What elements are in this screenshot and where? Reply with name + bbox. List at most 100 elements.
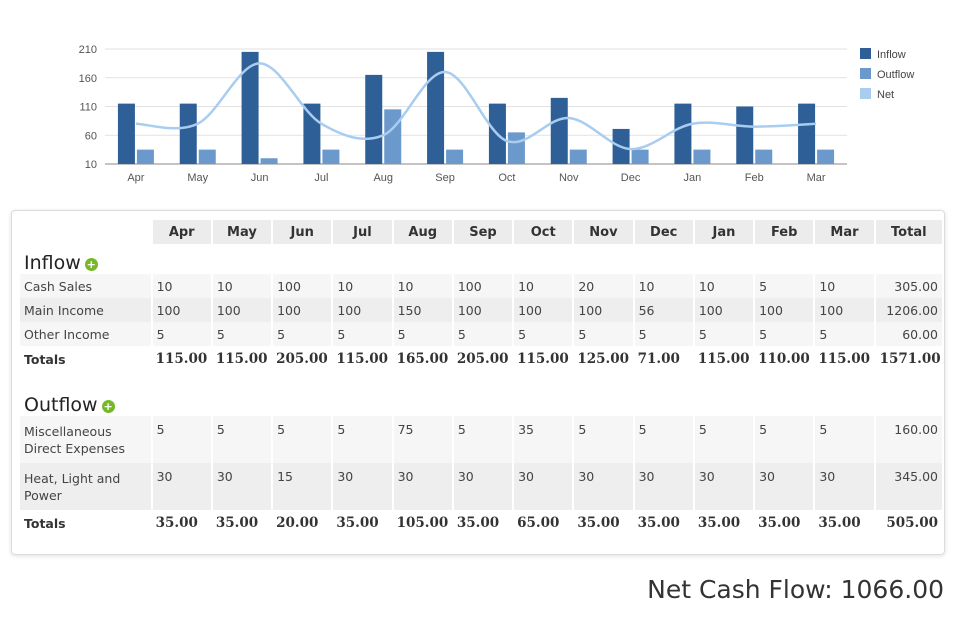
month-header: Aug	[393, 220, 452, 244]
cell-value[interactable]: 100	[755, 298, 814, 322]
x-tick-label: May	[187, 172, 208, 184]
cell-value[interactable]: 5	[273, 416, 332, 463]
month-header: Feb	[755, 220, 814, 244]
cell-value[interactable]: 75	[393, 416, 452, 463]
month-total: 115.00	[336, 351, 388, 367]
row-total: 160.00	[875, 416, 942, 463]
legend-swatch	[860, 68, 871, 79]
cell-value[interactable]: 5	[453, 416, 513, 463]
cell-value[interactable]: 10	[212, 274, 272, 298]
cell-value[interactable]: 10	[393, 274, 452, 298]
cell-value[interactable]: 30	[574, 463, 633, 510]
cell-value[interactable]: 15	[273, 463, 332, 510]
month-total: 35.00	[818, 515, 861, 531]
x-tick-label: Dec	[621, 172, 641, 184]
cell-value[interactable]: 35	[514, 416, 573, 463]
cell-value[interactable]: 20	[574, 274, 633, 298]
bar-outflow	[260, 158, 278, 164]
cell-value[interactable]: 10	[152, 274, 211, 298]
month-total: 205.00	[276, 351, 328, 367]
cell-value[interactable]: 5	[453, 322, 513, 346]
cell-value[interactable]: 100	[694, 298, 754, 322]
cell-value[interactable]: 5	[634, 322, 693, 346]
x-tick-label: Aug	[373, 172, 393, 184]
bar-inflow	[241, 51, 259, 164]
bar-inflow	[798, 103, 816, 164]
cell-value[interactable]: 100	[514, 298, 573, 322]
cell-value[interactable]: 5	[393, 322, 452, 346]
cell-value[interactable]: 5	[815, 322, 874, 346]
x-tick-label: Jun	[251, 172, 269, 184]
month-total: 105.00	[396, 515, 449, 531]
cell-value[interactable]: 100	[212, 298, 272, 322]
month-total: 115.00	[517, 351, 569, 367]
cell-value[interactable]: 30	[694, 463, 754, 510]
cell-value[interactable]: 10	[815, 274, 874, 298]
cell-value[interactable]: 5	[514, 322, 573, 346]
month-header: Sep	[453, 220, 513, 244]
y-tick-label: 160	[79, 73, 97, 85]
cell-value[interactable]: 5	[152, 322, 211, 346]
cell-value[interactable]: 5	[755, 274, 814, 298]
plus-circle-icon[interactable]: +	[84, 258, 98, 271]
cell-value[interactable]: 10	[694, 274, 754, 298]
cell-value[interactable]: 10	[634, 274, 693, 298]
cell-value[interactable]: 100	[273, 274, 332, 298]
cell-value[interactable]: 10	[333, 274, 392, 298]
cell-value[interactable]: 5	[574, 416, 633, 463]
bar-inflow	[674, 103, 692, 164]
cell-value[interactable]: 10	[514, 274, 573, 298]
table-row: Main Income 100 100 100 100 150 100 100 …	[20, 298, 942, 322]
month-total: 35.00	[456, 515, 500, 531]
cell-value[interactable]: 5	[273, 322, 332, 346]
cell-value[interactable]: 5	[212, 322, 272, 346]
cell-value[interactable]: 100	[453, 274, 513, 298]
totals-label: Totals	[24, 515, 66, 531]
cell-value[interactable]: 30	[333, 463, 392, 510]
chart-svg: 210 160 110 60 10 Apr May Jun Jul Aug Sep Oct Nov Dec…	[79, 44, 915, 184]
row-label: Other Income	[20, 322, 151, 346]
month-total: 35.00	[637, 515, 680, 531]
cell-value[interactable]: 5	[212, 416, 272, 463]
cell-value[interactable]: 5	[755, 416, 814, 463]
month-total: 20.00	[276, 515, 319, 531]
cell-value[interactable]: 150	[393, 298, 452, 322]
cell-value[interactable]: 30	[815, 463, 874, 510]
cell-value[interactable]: 30	[152, 463, 211, 510]
cell-value[interactable]: 30	[453, 463, 513, 510]
month-total: 205.00	[456, 351, 509, 367]
cash-flow-chart: 210 160 110 60 10 Apr May Jun Jul Aug Sep Oct Nov Dec…	[60, 36, 930, 196]
cell-value[interactable]: 100	[152, 298, 211, 322]
cell-value[interactable]: 5	[634, 416, 693, 463]
cell-value[interactable]: 100	[453, 298, 513, 322]
bar-outflow	[384, 109, 402, 164]
month-header: Jan	[694, 220, 754, 244]
bar-outflow	[631, 149, 649, 164]
plus-circle-icon[interactable]: +	[101, 400, 115, 413]
row-total: 305.00	[875, 274, 942, 298]
cell-value[interactable]: 30	[212, 463, 272, 510]
cell-value[interactable]: 5	[152, 416, 211, 463]
cell-value[interactable]: 100	[333, 298, 392, 322]
section-spacer	[20, 372, 942, 386]
net-cash-flow: Net Cash Flow: 1066.00	[647, 575, 944, 604]
cell-value[interactable]: 100	[574, 298, 633, 322]
legend-swatch	[860, 48, 871, 59]
cell-value[interactable]: 30	[514, 463, 573, 510]
cell-value[interactable]: 5	[815, 416, 874, 463]
cell-value[interactable]: 5	[574, 322, 633, 346]
cell-value[interactable]: 5	[333, 416, 392, 463]
bar-outflow	[446, 149, 464, 164]
legend-label: Inflow	[877, 49, 906, 61]
cell-value[interactable]: 30	[634, 463, 693, 510]
cell-value[interactable]: 30	[755, 463, 814, 510]
cell-value[interactable]: 5	[694, 322, 754, 346]
cell-value[interactable]: 30	[393, 463, 452, 510]
cell-value[interactable]: 5	[755, 322, 814, 346]
cell-value[interactable]: 100	[273, 298, 332, 322]
legend-label: Net	[877, 89, 894, 101]
cell-value[interactable]: 5	[694, 416, 754, 463]
cell-value[interactable]: 5	[333, 322, 392, 346]
cell-value[interactable]: 100	[815, 298, 874, 322]
cell-value[interactable]: 56	[634, 298, 693, 322]
